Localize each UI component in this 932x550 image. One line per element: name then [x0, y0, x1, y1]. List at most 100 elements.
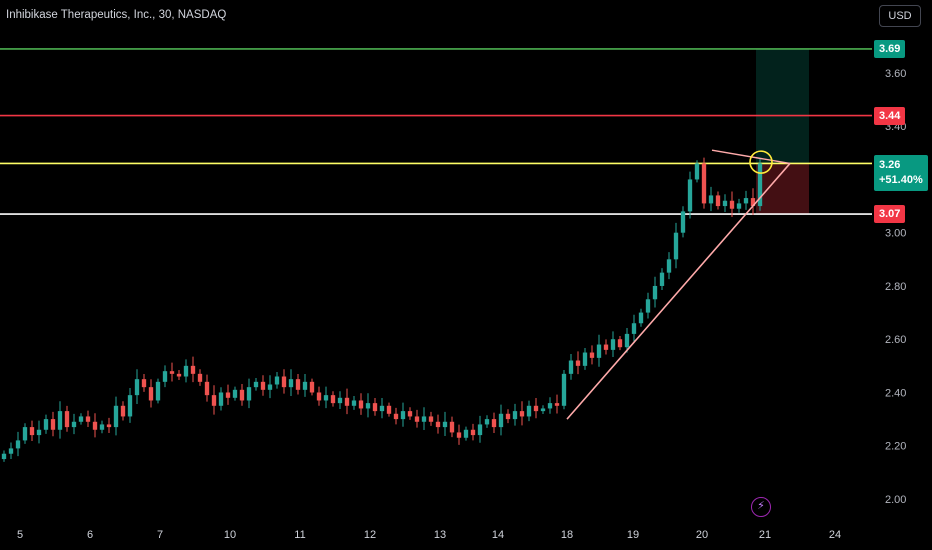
candle[interactable] [442, 411, 448, 436]
candle[interactable] [337, 391, 343, 410]
candle[interactable] [631, 314, 637, 342]
candle[interactable] [358, 393, 364, 415]
candle[interactable] [554, 394, 560, 414]
candle[interactable] [414, 409, 420, 428]
candle[interactable] [470, 423, 476, 441]
candle[interactable] [134, 369, 140, 405]
candle[interactable] [547, 397, 553, 414]
candle[interactable] [281, 369, 287, 394]
candle[interactable] [92, 413, 98, 438]
candle[interactable] [421, 407, 427, 431]
candle[interactable] [176, 369, 182, 380]
candle[interactable] [484, 415, 490, 428]
candle[interactable] [29, 420, 35, 441]
candle[interactable] [190, 356, 196, 383]
candle[interactable] [57, 401, 63, 439]
candle[interactable] [568, 353, 574, 380]
candle[interactable] [407, 407, 413, 420]
candle[interactable] [687, 171, 693, 219]
candle[interactable] [589, 345, 595, 365]
candle[interactable] [519, 401, 525, 426]
candle[interactable] [288, 369, 294, 397]
candle[interactable] [344, 388, 350, 415]
candle[interactable] [43, 414, 49, 434]
candle[interactable] [260, 375, 266, 396]
candle[interactable] [71, 413, 77, 435]
candle[interactable] [330, 391, 336, 407]
candle[interactable] [120, 401, 126, 421]
candle[interactable] [757, 158, 763, 211]
candle[interactable] [246, 378, 252, 409]
candle[interactable] [708, 186, 714, 212]
candle[interactable] [113, 396, 119, 436]
lightning-icon[interactable]: ⚡︎ [751, 497, 771, 517]
candle[interactable] [393, 407, 399, 425]
candle[interactable] [743, 190, 749, 210]
candle[interactable] [498, 404, 504, 436]
candle[interactable] [36, 420, 42, 444]
candle[interactable] [456, 424, 462, 445]
candle[interactable] [596, 334, 602, 367]
highlight-circle[interactable] [749, 150, 773, 174]
candle[interactable] [736, 198, 742, 213]
candle[interactable] [197, 369, 203, 386]
candle[interactable] [694, 160, 700, 183]
candle[interactable] [8, 442, 14, 460]
candle[interactable] [225, 384, 231, 405]
candle[interactable] [1, 450, 7, 462]
candle[interactable] [603, 339, 609, 355]
candle[interactable] [533, 397, 539, 419]
candle[interactable] [295, 373, 301, 395]
candle[interactable] [715, 191, 721, 210]
candle[interactable] [211, 385, 217, 415]
candle[interactable] [85, 410, 91, 428]
candle[interactable] [239, 383, 245, 406]
candle[interactable] [379, 397, 385, 419]
candle[interactable] [351, 395, 357, 410]
candle[interactable] [463, 426, 469, 441]
candle[interactable] [729, 191, 735, 218]
candle[interactable] [22, 423, 28, 444]
rising-trendline[interactable] [566, 162, 791, 420]
candle[interactable] [372, 397, 378, 416]
currency-button[interactable]: USD [879, 5, 921, 27]
candle[interactable] [610, 331, 616, 357]
candle[interactable] [323, 386, 329, 409]
candle[interactable] [218, 387, 224, 411]
candle[interactable] [253, 377, 259, 391]
candle[interactable] [505, 409, 511, 424]
candle[interactable] [64, 405, 70, 432]
candle[interactable] [267, 375, 273, 399]
candle[interactable] [701, 157, 707, 209]
candle[interactable] [750, 188, 756, 215]
candle[interactable] [435, 414, 441, 434]
candle[interactable] [491, 412, 497, 433]
candle[interactable] [15, 431, 21, 457]
candle[interactable] [673, 222, 679, 269]
candle[interactable] [526, 400, 532, 422]
candle[interactable] [316, 386, 322, 406]
candle[interactable] [582, 348, 588, 370]
candle[interactable] [666, 252, 672, 280]
candle[interactable] [449, 416, 455, 438]
candle[interactable] [477, 415, 483, 443]
candle[interactable] [645, 292, 651, 319]
candle[interactable] [162, 365, 168, 388]
candle[interactable] [183, 359, 189, 383]
candle[interactable] [386, 402, 392, 417]
candle[interactable] [106, 417, 112, 433]
candle[interactable] [169, 362, 175, 382]
candle[interactable] [575, 351, 581, 375]
candle[interactable] [204, 374, 210, 402]
candle[interactable] [400, 402, 406, 427]
candle[interactable] [428, 411, 434, 426]
candle[interactable] [561, 369, 567, 410]
candle[interactable] [659, 268, 665, 291]
candle[interactable] [309, 378, 315, 396]
candle[interactable] [274, 371, 280, 389]
candle[interactable] [127, 387, 133, 423]
candle[interactable] [141, 373, 147, 392]
candle[interactable] [512, 403, 518, 426]
candle[interactable] [680, 206, 686, 238]
